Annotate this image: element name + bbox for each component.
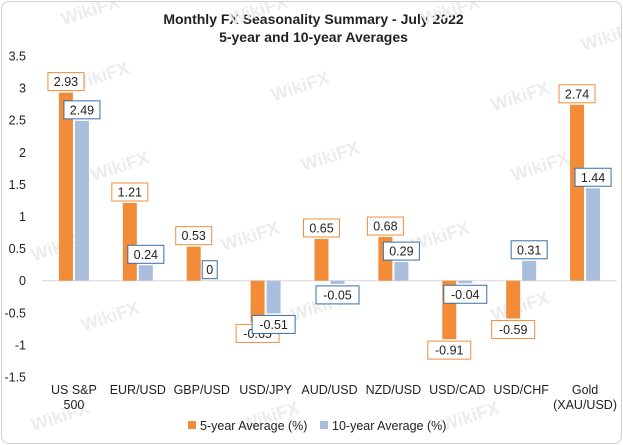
data-label: 1.21 <box>118 186 142 200</box>
data-label: 0.68 <box>373 220 397 234</box>
y-tick-label: 3.5 <box>9 50 26 64</box>
data-label-box <box>491 320 536 340</box>
data-label: 2.74 <box>565 87 589 101</box>
data-label: 2.49 <box>70 103 94 117</box>
bar-10yr <box>522 260 537 281</box>
bar-10yr <box>330 280 345 284</box>
watermark-text: WikiFX <box>269 68 332 106</box>
watermark-text: WikiFX <box>299 138 362 176</box>
legend-swatch <box>320 421 328 429</box>
data-label: 0.24 <box>134 248 158 262</box>
bar-5yr <box>186 246 201 281</box>
watermark-text: WikiFX <box>579 18 622 56</box>
data-label-box <box>63 100 101 120</box>
x-category-label: USD/CHF <box>493 383 549 397</box>
watermark-text: WikiFX <box>419 2 482 29</box>
data-label: -0.91 <box>435 344 464 358</box>
x-category-label: GBP/USD <box>174 383 230 397</box>
data-label-box <box>315 285 360 305</box>
y-tick-label: 2 <box>19 146 26 160</box>
data-label: 0.29 <box>389 245 413 259</box>
bar-5yr <box>570 104 585 281</box>
bar-10yr <box>586 188 601 281</box>
data-label: 0.31 <box>517 243 541 257</box>
y-tick-label: 2.5 <box>9 114 26 128</box>
data-label: 2.93 <box>54 75 78 89</box>
x-category-label: US S&P 500 <box>51 383 97 412</box>
y-tick-label: 0 <box>19 274 26 288</box>
data-label-box <box>558 84 596 104</box>
data-label-box <box>127 244 165 264</box>
legend-swatch <box>188 421 196 429</box>
data-label-box <box>427 340 472 360</box>
data-label-box <box>251 314 296 334</box>
x-category-label: Gold (XAU/USD) <box>553 383 617 412</box>
data-label-box <box>175 226 213 246</box>
data-label: -0.51 <box>259 318 288 332</box>
watermark-text: WikiFX <box>489 78 552 116</box>
watermark-text: WikiFX <box>79 298 142 336</box>
y-tick-label: 3 <box>19 82 26 96</box>
bar-10yr <box>394 262 409 281</box>
x-category-label: NZD/USD <box>366 383 422 397</box>
data-label-box <box>574 167 612 187</box>
watermark-text: WikiFX <box>439 398 502 436</box>
x-category-label: AUD/USD <box>301 383 357 397</box>
watermark-text: WikiFX <box>89 148 152 186</box>
legend-label: 10-year Average (%) <box>332 419 446 433</box>
bar-10yr <box>74 120 89 281</box>
bar-10yr <box>458 280 473 284</box>
watermark-text: WikiFX <box>227 2 290 29</box>
y-tick-label: -0.5 <box>4 306 26 320</box>
data-label-box <box>303 218 340 238</box>
data-label-box <box>443 284 488 304</box>
bar-5yr <box>250 280 265 323</box>
data-label-box <box>111 182 149 202</box>
y-tick-label: 1 <box>19 210 26 224</box>
bar-5yr <box>122 203 137 281</box>
watermark-text: WikiFX <box>509 148 572 186</box>
y-tick-label: 0.5 <box>9 242 26 256</box>
data-label-box <box>510 240 548 260</box>
data-label: -0.59 <box>499 323 528 337</box>
x-category-label: USD/JPY <box>239 383 292 397</box>
data-label-box <box>382 241 420 261</box>
chart-title: Monthly FX Seasonality Summary - July 20… <box>163 11 464 27</box>
x-category-label: EUR/USD <box>110 383 166 397</box>
data-label: 1.44 <box>581 171 605 185</box>
bar-10yr <box>266 280 281 314</box>
bar-5yr <box>314 238 329 281</box>
y-tick-label: -1 <box>15 338 26 352</box>
bar-5yr <box>506 280 521 319</box>
data-label-box <box>201 260 218 280</box>
chart-subtitle: 5-year and 10-year Averages <box>219 29 408 45</box>
data-label: -0.04 <box>451 288 480 302</box>
data-label-box <box>366 216 404 236</box>
y-tick-label: 1.5 <box>9 178 26 192</box>
y-tick-label: -1.5 <box>4 371 26 385</box>
legend-label: 5-year Average (%) <box>200 419 307 433</box>
data-label: -0.05 <box>323 288 352 302</box>
bar-5yr <box>58 92 73 281</box>
data-label-box <box>47 72 85 92</box>
data-label: 0.53 <box>182 229 206 243</box>
bar-10yr <box>138 265 153 281</box>
x-category-label: USD/CAD <box>429 383 485 397</box>
data-label: 0 <box>206 263 213 277</box>
data-label: 0.65 <box>309 221 333 235</box>
watermark-text: WikiFX <box>59 2 122 29</box>
watermark-text: WikiFX <box>219 218 282 256</box>
